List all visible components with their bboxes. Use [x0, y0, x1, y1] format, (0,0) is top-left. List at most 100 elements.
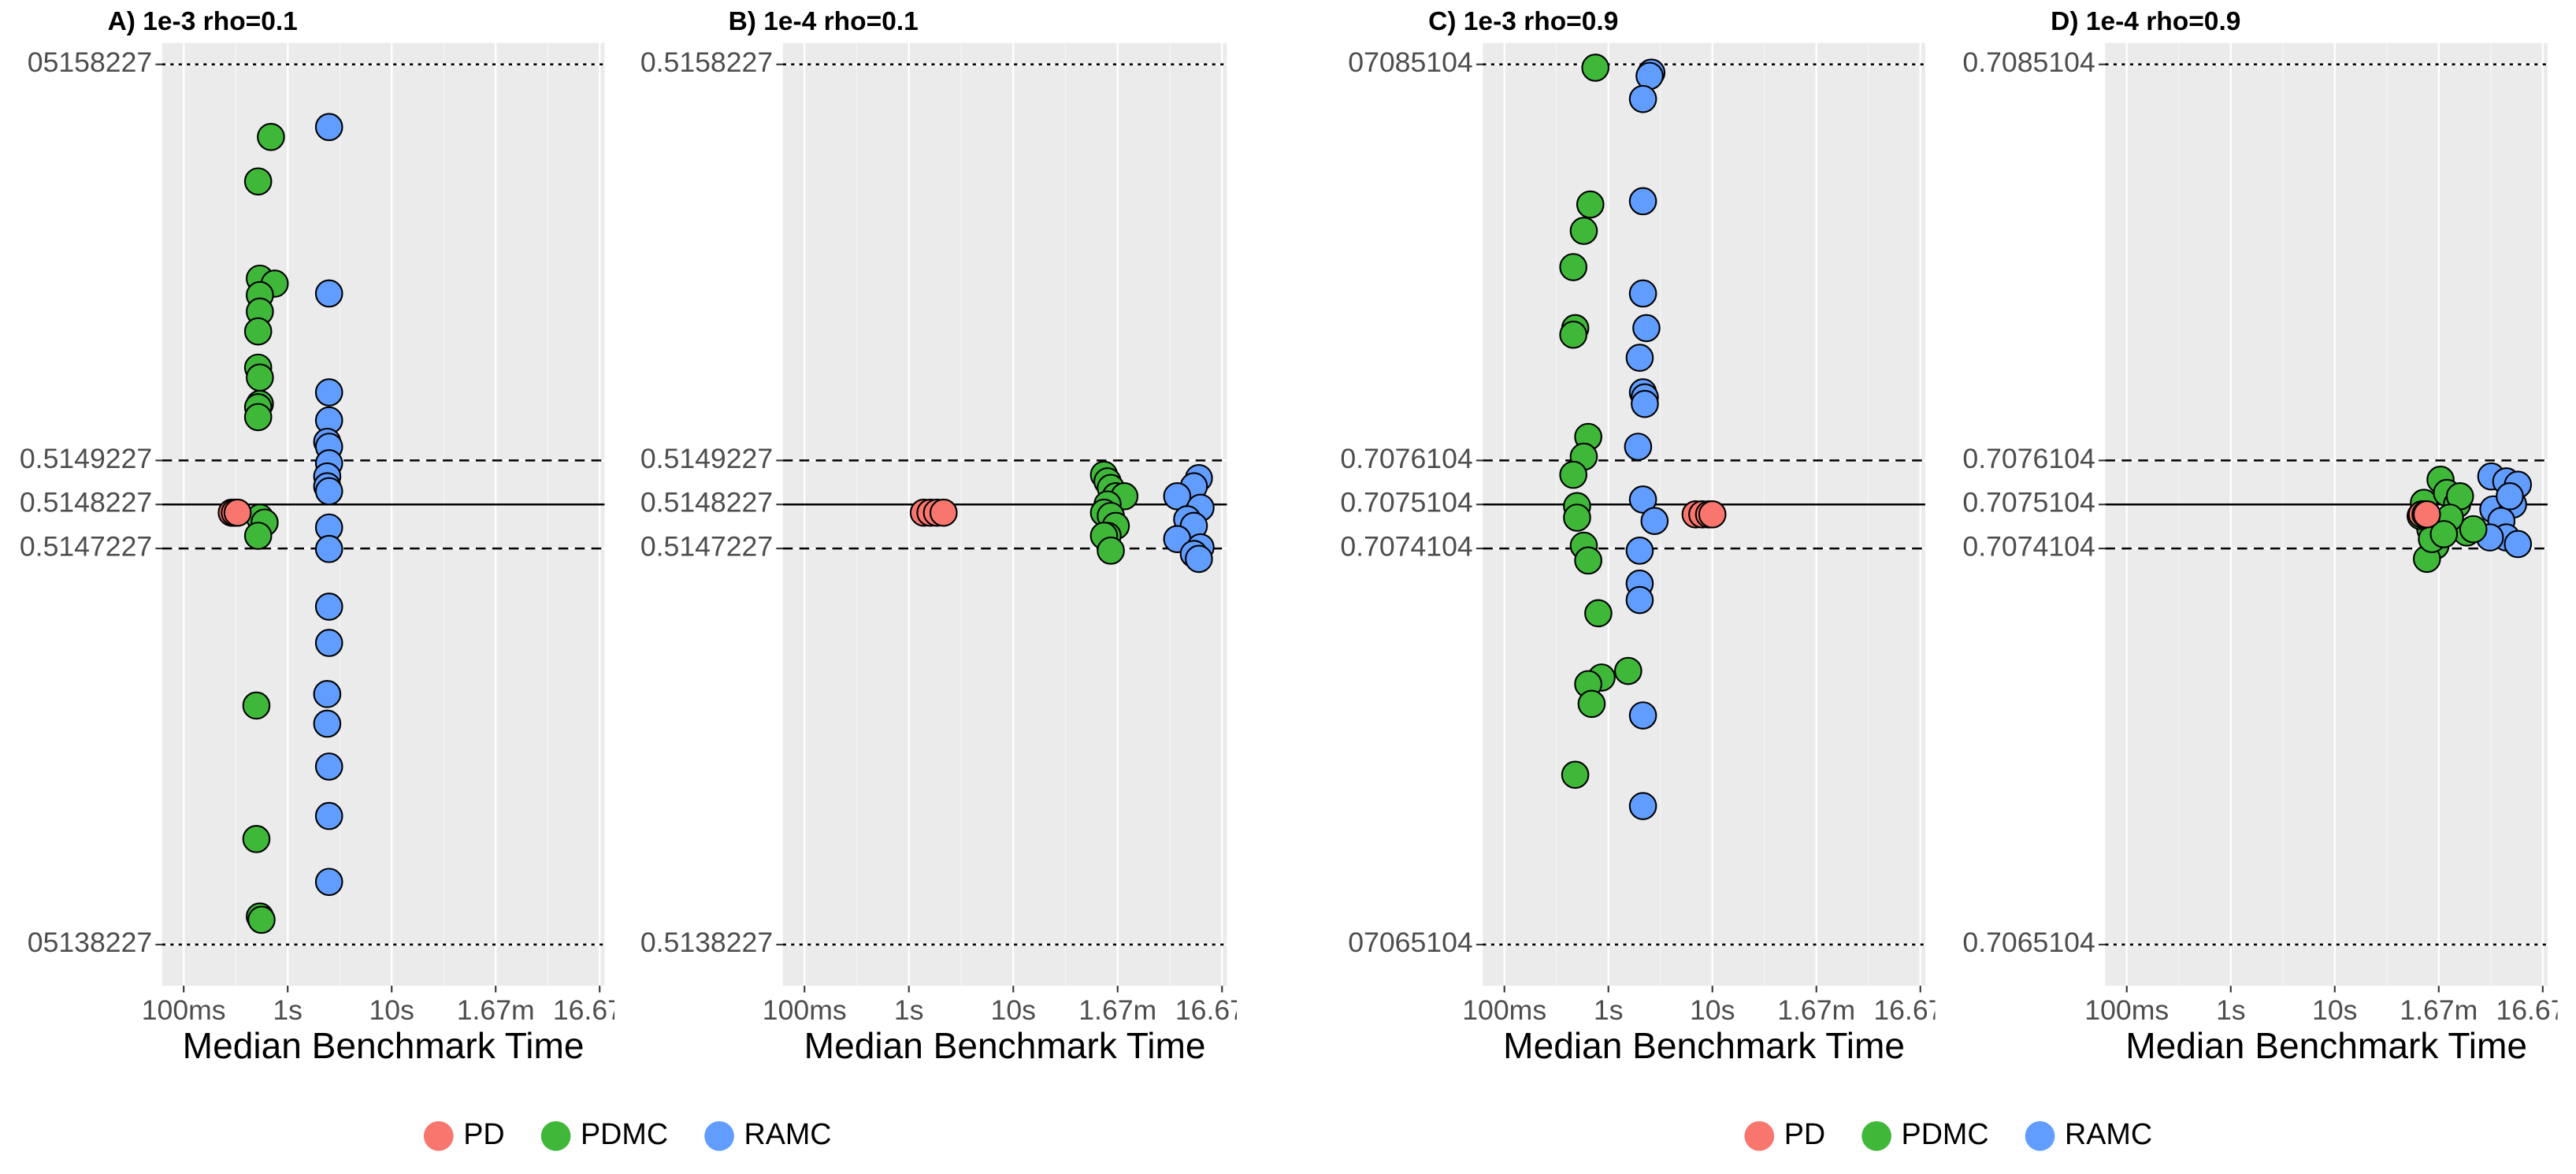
point	[1628, 701, 1657, 730]
x-tick-label: 1s	[273, 994, 303, 1026]
point	[314, 477, 343, 506]
point	[1163, 481, 1192, 511]
x-axis-title: Median Benchmark Time	[2125, 1025, 2527, 1066]
x-tick-labels: 100ms 1s 10s 1.67m 16.67m	[763, 994, 1269, 1026]
y-tick-label: 0.7085104	[1962, 46, 2095, 78]
panel-title: D) 1e-4 rho=0.9	[2051, 7, 2240, 36]
panel-title: A) 1e-3 rho=0.1	[108, 7, 298, 36]
x-tick-label: 1s	[894, 994, 924, 1026]
x-tick-label: 1s	[2216, 994, 2246, 1026]
point	[242, 825, 271, 853]
legend-label: RAMC	[744, 1117, 831, 1150]
x-tick-label: 100ms	[1462, 994, 1546, 1026]
point	[1632, 314, 1661, 343]
y-tick-label: 0.5138227	[640, 927, 773, 958]
x-tick-label: 1.67m	[1777, 994, 1855, 1026]
point	[2412, 500, 2441, 529]
point	[1563, 503, 1591, 532]
y-tick-label: 0.7076104	[1340, 443, 1472, 474]
point	[1628, 84, 1657, 113]
point	[1625, 537, 1654, 565]
point	[1097, 537, 1125, 565]
point	[1581, 54, 1610, 82]
legend-swatch	[2025, 1120, 2055, 1151]
point	[1698, 500, 1727, 529]
point	[314, 629, 343, 657]
y-tick-label: 0.7065104	[1962, 927, 2095, 958]
point	[314, 534, 343, 563]
y-tick-label: 0.5149227	[640, 443, 773, 474]
x-tick-label: 1.67m	[2400, 994, 2478, 1026]
point	[314, 867, 343, 897]
legend-swatch	[1861, 1120, 1891, 1151]
point	[314, 752, 343, 781]
point	[1569, 217, 1598, 245]
x-tick-labels: 100ms 1s 10s 1.67m 16.67m	[2084, 994, 2576, 1026]
x-tick-label: 16.67m	[1175, 994, 1269, 1026]
y-tick-label: 0.5158227	[640, 46, 773, 78]
y-tick-label: 0.5148227	[640, 487, 773, 518]
x-tick-label: 100ms	[763, 994, 847, 1026]
legend-swatch	[704, 1120, 734, 1151]
point	[313, 709, 342, 738]
point	[2504, 529, 2533, 559]
y-tick-label: 0.7075104	[1340, 487, 1472, 518]
point	[1640, 507, 1669, 536]
point	[1559, 253, 1587, 281]
panel: 100ms 1s 10s 1.67m 16.67m 07065104 0.7074104 0.…	[1340, 7, 1935, 1066]
point	[2459, 515, 2488, 544]
x-tick-label: 16.67m	[2496, 994, 2576, 1026]
x-tick-labels: 100ms 1s 10s 1.67m 16.67m	[1462, 994, 1935, 1026]
legend-label: PD	[463, 1117, 504, 1150]
legend-label: PDMC	[581, 1117, 668, 1150]
x-tick-label: 16.67m	[553, 994, 647, 1026]
point	[246, 363, 274, 392]
legend-swatch	[1744, 1120, 1775, 1151]
y-tick-label: 07085104	[1348, 46, 1472, 78]
legend: PD PDMC RAMC	[1744, 1117, 2152, 1151]
y-tick-label: 0.7074104	[1340, 531, 1472, 563]
x-axis-title: Median Benchmark Time	[1503, 1025, 1905, 1066]
x-tick-label: 10s	[991, 994, 1036, 1026]
panel-title: B) 1e-4 rho=0.1	[729, 7, 919, 36]
x-tick-labels: 100ms 1s 10s 1.67m 16.67m	[142, 994, 647, 1026]
legend-swatch	[540, 1120, 571, 1151]
point	[314, 113, 343, 142]
y-tick-label: 0.7076104	[1962, 443, 2095, 474]
point	[314, 593, 343, 621]
point	[243, 403, 273, 432]
panel: 100ms 1s 10s 1.67m 16.67m 0.7065104 0.7074104 0…	[1962, 7, 2576, 1066]
point	[1631, 389, 1659, 418]
point	[1628, 792, 1657, 820]
point	[314, 378, 343, 407]
point	[1576, 190, 1605, 219]
point	[1561, 760, 1590, 789]
point	[1577, 689, 1606, 719]
point	[257, 122, 285, 151]
y-tick-label: 0.5147227	[640, 531, 773, 563]
y-tick-label: 0.5149227	[20, 443, 152, 474]
y-tick-label: 05138227	[28, 927, 152, 958]
y-tick-label: 0.7075104	[1962, 487, 2095, 518]
point	[1624, 433, 1653, 461]
point	[1635, 61, 1664, 91]
panel: 100ms 1s 10s 1.67m 16.67m 0.5138227 0.5147227 0…	[640, 7, 1269, 1066]
y-tick-label: 0.5148227	[20, 487, 152, 518]
point	[242, 691, 271, 720]
x-tick-label: 1.67m	[1078, 994, 1156, 1026]
x-tick-label: 10s	[1690, 994, 1735, 1026]
panel: 100ms 1s 10s 1.67m 16.67m 05138227 0.5147227 0.…	[20, 7, 647, 1066]
point	[223, 498, 252, 527]
x-tick-label: 10s	[2312, 994, 2357, 1026]
y-tick-label: 07065104	[1348, 927, 1472, 958]
point	[243, 317, 273, 346]
point	[1628, 279, 1657, 308]
point	[929, 498, 958, 527]
y-tick-label: 05158227	[28, 46, 152, 78]
x-tick-label: 1s	[1594, 994, 1624, 1026]
point	[1584, 599, 1613, 628]
legend-label: RAMC	[2065, 1117, 2152, 1150]
point	[1559, 321, 1587, 349]
